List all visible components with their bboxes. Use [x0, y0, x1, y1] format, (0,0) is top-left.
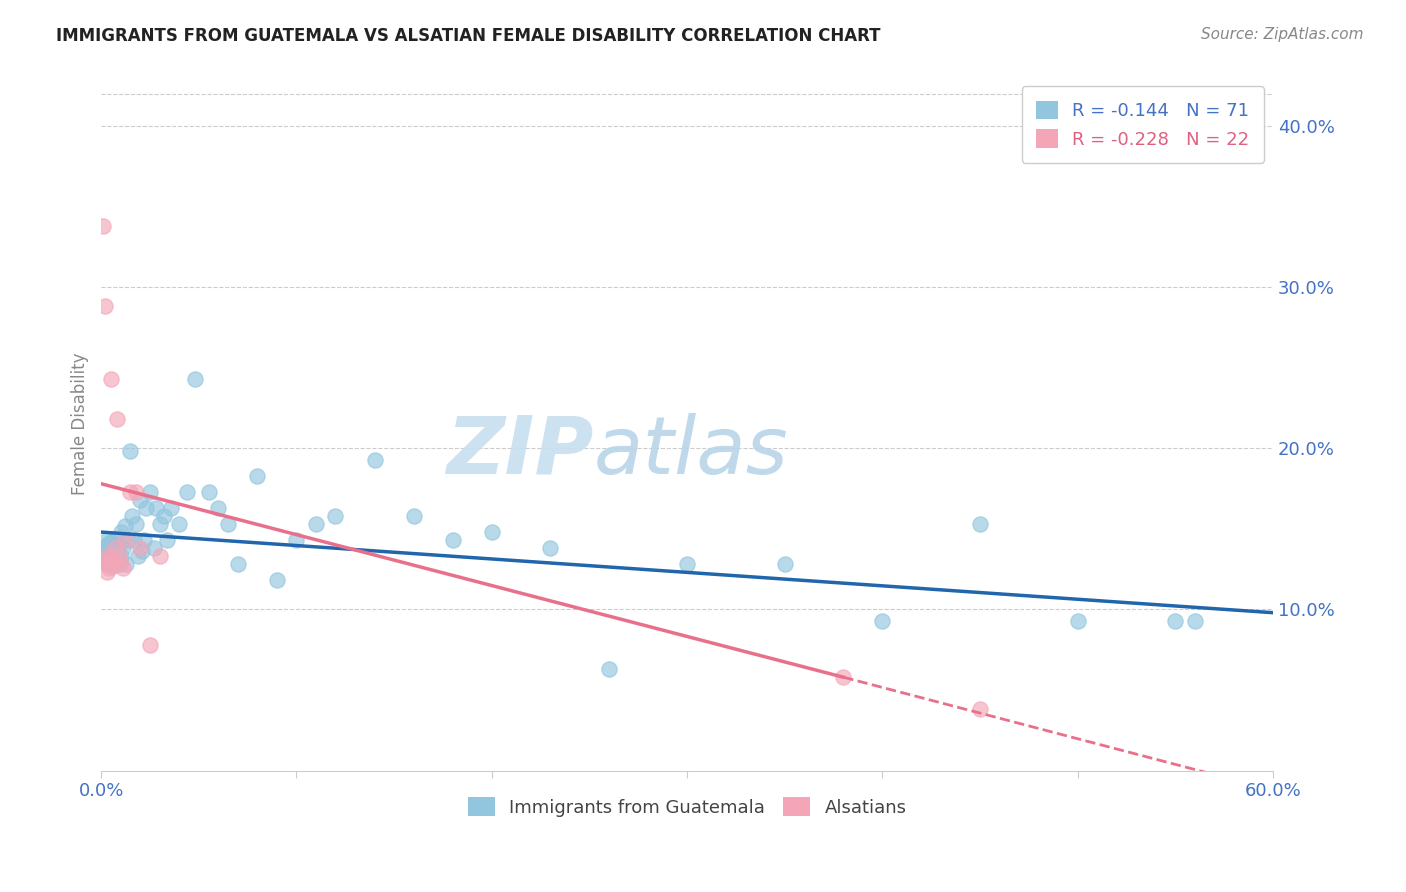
Point [481, 525, 503, 540]
Point [160, 500, 183, 515]
Point [94, 554, 117, 568]
Point [207, 500, 229, 515]
Point [96, 566, 118, 580]
Point [105, 412, 128, 426]
Point [100, 534, 122, 549]
Point [96, 538, 118, 552]
Point [100, 541, 122, 556]
Point [104, 544, 127, 558]
Point [1066, 614, 1088, 628]
Point [139, 638, 162, 652]
Point [131, 544, 153, 558]
Point [104, 554, 127, 568]
Point [91, 541, 114, 556]
Point [167, 516, 190, 531]
Point [872, 614, 894, 628]
Point [246, 468, 269, 483]
Point [135, 500, 157, 515]
Point [832, 670, 855, 684]
Point [110, 525, 132, 540]
Text: Source: ZipAtlas.com: Source: ZipAtlas.com [1201, 27, 1364, 42]
Point [598, 662, 620, 676]
Point [110, 558, 132, 572]
Point [96, 549, 118, 564]
Point [104, 532, 127, 546]
Point [107, 538, 129, 552]
Legend: Immigrants from Guatemala, Alsatians: Immigrants from Guatemala, Alsatians [460, 790, 914, 824]
Point [107, 549, 129, 564]
Point [100, 372, 122, 386]
Point [285, 533, 308, 548]
Point [94, 299, 117, 313]
Point [100, 548, 122, 562]
Point [97, 558, 120, 572]
Point [184, 372, 207, 386]
Point [538, 541, 561, 556]
Point [149, 516, 172, 531]
Point [1184, 614, 1206, 628]
Point [97, 552, 120, 566]
Point [104, 541, 127, 556]
Point [142, 541, 165, 556]
Point [94, 554, 117, 568]
Point [676, 558, 699, 572]
Text: ZIP: ZIP [446, 413, 593, 491]
Point [94, 546, 117, 560]
Point [97, 560, 120, 574]
Point [127, 549, 149, 564]
Point [111, 560, 134, 574]
Point [117, 533, 139, 548]
Point [149, 549, 172, 564]
Point [266, 574, 288, 588]
Point [111, 541, 134, 556]
Point [402, 508, 425, 523]
Point [97, 544, 120, 558]
Point [101, 558, 124, 573]
Point [105, 558, 128, 572]
Point [152, 508, 174, 523]
Point [96, 549, 118, 564]
Point [125, 516, 148, 531]
Point [120, 444, 142, 458]
Y-axis label: Female Disability: Female Disability [72, 353, 89, 495]
Point [105, 546, 128, 560]
Point [91, 219, 114, 233]
Point [114, 533, 136, 548]
Text: IMMIGRANTS FROM GUATEMALA VS ALSATIAN FEMALE DISABILITY CORRELATION CHART: IMMIGRANTS FROM GUATEMALA VS ALSATIAN FE… [56, 27, 880, 45]
Point [101, 550, 124, 565]
Point [120, 484, 142, 499]
Point [107, 554, 129, 568]
Point [121, 508, 143, 523]
Point [305, 516, 328, 531]
Text: atlas: atlas [593, 413, 787, 491]
Point [101, 554, 124, 568]
Point [100, 556, 122, 570]
Point [325, 508, 347, 523]
Point [132, 533, 155, 548]
Point [125, 484, 148, 499]
Point [969, 702, 991, 716]
Point [96, 533, 118, 548]
Point [124, 533, 146, 548]
Point [156, 533, 179, 548]
Point [226, 558, 249, 572]
Point [176, 484, 198, 499]
Point [441, 533, 464, 548]
Point [97, 536, 120, 550]
Point [145, 500, 167, 515]
Point [115, 558, 138, 572]
Point [969, 516, 991, 531]
Point [139, 484, 162, 499]
Point [114, 518, 136, 533]
Point [96, 558, 118, 572]
Point [110, 549, 132, 564]
Point [197, 484, 219, 499]
Point [129, 492, 152, 507]
Point [91, 550, 114, 565]
Point [773, 558, 796, 572]
Point [217, 516, 239, 531]
Point [129, 541, 152, 556]
Point [1164, 614, 1187, 628]
Point [363, 452, 385, 467]
